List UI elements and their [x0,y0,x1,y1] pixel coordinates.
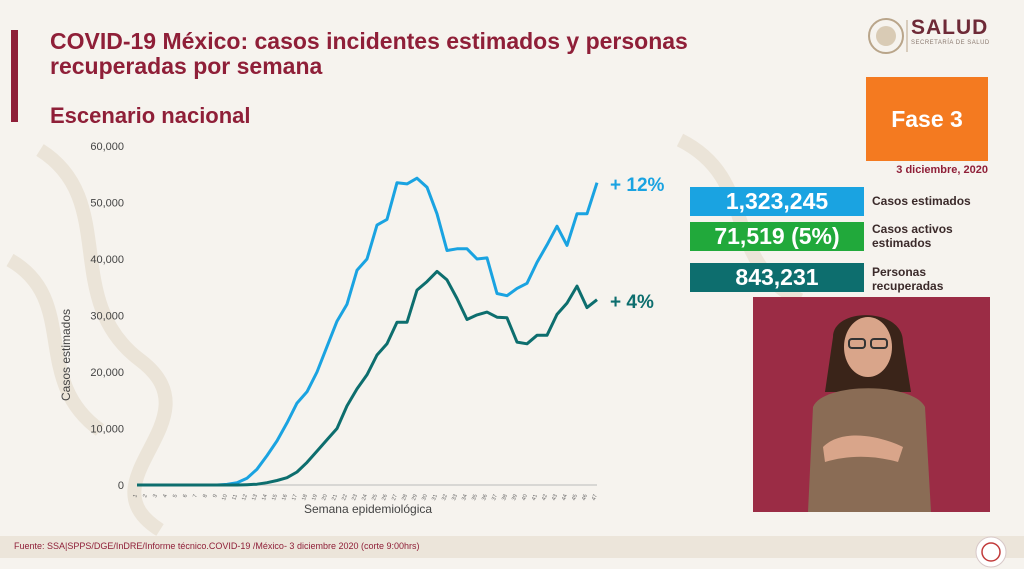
interpreter-video [753,297,990,512]
y-tick-label: 40,000 [90,254,124,266]
x-tick-label: 13 [251,494,259,502]
x-tick-label: 22 [341,494,349,502]
y-tick-label: 50,000 [90,198,124,210]
active-cases-label-line1: Casos activos [872,222,953,236]
salud-logo [868,18,908,54]
x-tick-label: 23 [351,494,359,502]
x-tick-label: 35 [471,494,479,502]
y-tick-label: 20,000 [90,367,124,379]
title-accent-bar [11,30,18,122]
x-tick-label: 9 [212,494,219,499]
y-tick-label: 10,000 [90,424,124,436]
y-axis-label: Casos estimados [59,309,73,401]
x-tick-label: 26 [381,494,389,502]
x-tick-label: 44 [561,494,569,502]
x-tick-label: 40 [521,494,529,502]
recovered-change-label: + 4% [610,292,654,313]
page-title: COVID-19 México: casos incidentes estima… [50,28,688,79]
x-tick-label: 18 [301,494,309,502]
x-tick-label: 30 [421,494,429,502]
x-tick-label: 10 [221,494,229,502]
page-subtitle: Escenario nacional [50,103,251,128]
x-tick-label: 8 [202,494,209,499]
x-tick-label: 24 [361,494,369,502]
y-axis: 0 10,000 20,000 30,000 40,000 50,000 60,000 [90,141,124,492]
mexico-seal-icon [975,536,1007,568]
x-tick-label: 38 [501,494,509,502]
x-tick-label: 27 [391,494,399,502]
x-tick-label: 7 [192,494,199,499]
x-tick-label: 12 [241,494,249,502]
series-line-cases [137,176,599,487]
logo-text: SALUD [911,16,989,39]
x-tick-label: 19 [311,494,319,502]
phase-badge: Fase 3 [866,77,988,161]
x-tick-label: 3 [152,494,159,499]
cases-estimated-label: Casos estimados [872,194,971,208]
x-tick-label: 34 [461,494,469,502]
x-tick-label: 21 [331,494,339,502]
recovered-label-line2: recuperadas [872,279,944,293]
x-tick-label: 4 [162,494,169,499]
x-tick-label: 42 [541,494,549,502]
x-tick-label: 14 [261,494,269,502]
recovered-value: 843,231 [690,263,864,292]
x-tick-label: 2 [142,494,149,499]
x-tick-label: 41 [531,494,539,502]
x-tick-label: 6 [182,494,189,499]
series-line-recovered [137,269,598,487]
x-tick-label: 45 [571,494,579,502]
x-tick-label: 16 [281,494,289,502]
x-tick-label: 39 [511,494,519,502]
cases-change-label: + 12% [610,175,665,196]
x-axis-label: Semana epidemiológica [304,502,432,516]
recovered-label-line1: Personas [872,265,927,279]
x-tick-label: 17 [291,494,299,502]
x-tick-label: 1 [132,494,139,499]
x-tick-label: 46 [581,494,589,502]
x-tick-label: 47 [591,494,599,502]
x-tick-label: 31 [431,494,439,502]
x-tick-label: 20 [321,494,329,502]
active-cases-value: 71,519 (5%) [690,222,864,251]
x-tick-label: 33 [451,494,459,502]
interpreter-figure [753,297,990,512]
series-layer [137,176,599,487]
x-tick-label: 15 [271,494,279,502]
y-tick-label: 0 [118,480,124,492]
x-axis: 1 2 3 4 5 6 7 8 9 10 11 12 13 14 15 16 17 18 19 20 21 22 23 24 2… [132,484,599,502]
x-tick-label: 43 [551,494,559,502]
y-tick-label: 30,000 [90,311,124,323]
x-tick-label: 25 [371,494,379,502]
x-tick-label: 32 [441,494,449,502]
footer-source: Fuente: SSA|SPPS/DGE/InDRE/Informe técni… [14,541,420,551]
x-tick-label: 29 [411,494,419,502]
logo-subtext: SECRETARÍA DE SALUD [911,40,990,46]
x-tick-label: 28 [401,494,409,502]
report-date: 3 diciembre, 2020 [896,164,988,176]
cases-estimated-value: 1,323,245 [690,187,864,216]
x-tick-label: 11 [231,494,239,501]
x-tick-label: 5 [172,494,179,499]
y-tick-label: 60,000 [90,141,124,153]
x-tick-label: 37 [491,494,499,502]
footer-bar [0,536,1024,558]
x-tick-label: 36 [481,494,489,502]
active-cases-label-line2: estimados [872,236,932,250]
